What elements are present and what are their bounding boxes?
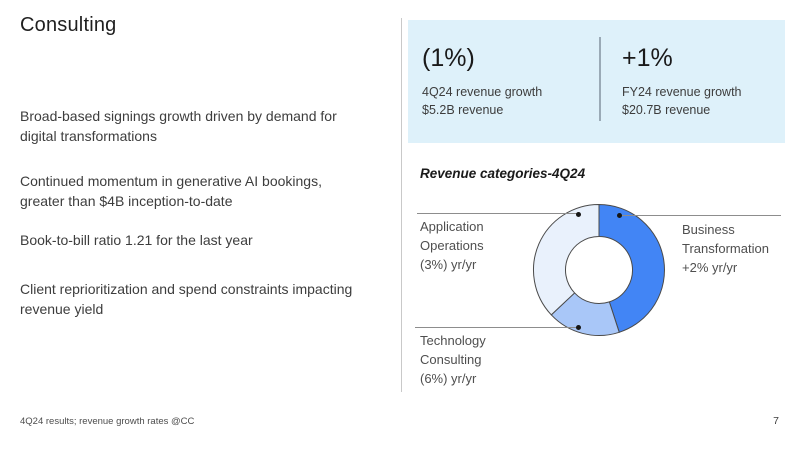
metric-4q24-caption-line1: 4Q24 revenue growth bbox=[422, 85, 543, 99]
bullet-genai-bookings: Continued momentum in generative AI book… bbox=[20, 173, 322, 209]
leader-dot-business-transformation bbox=[617, 213, 622, 218]
metric-fy24-value: +1% bbox=[622, 44, 673, 72]
page-title: Consulting bbox=[20, 14, 117, 36]
metrics-panel: (1%) 4Q24 revenue growth $5.2B revenue +… bbox=[408, 20, 785, 143]
metric-fy24-caption-line2: $20.7B revenue bbox=[622, 103, 711, 117]
metric-fy24: +1% FY24 revenue growth $20.7B revenue bbox=[622, 20, 742, 119]
leader-line-business-transformation bbox=[619, 215, 781, 216]
donut-segment-business-transformation bbox=[598, 204, 665, 333]
bullet-client-reprioritization: Client reprioritization and spend constr… bbox=[20, 281, 353, 317]
metric-fy24-caption-line1: FY24 revenue growth bbox=[622, 85, 742, 99]
chart-title: Revenue categories-4Q24 bbox=[420, 166, 586, 181]
metric-4q24: (1%) 4Q24 revenue growth $5.2B revenue bbox=[422, 20, 542, 119]
metric-fy24-caption: FY24 revenue growth $20.7B revenue bbox=[622, 83, 742, 119]
footnote: 4Q24 results; revenue growth rates @CC bbox=[20, 416, 195, 427]
chart-label-technology-consulting-growth: (6%) yr/yr bbox=[420, 371, 477, 386]
donut-segment-application-operations bbox=[533, 204, 600, 316]
chart-label-technology-consulting: Technology Consulting (6%) yr/yr bbox=[420, 331, 502, 388]
chart-label-business-transformation: Business Transformation +2% yr/yr bbox=[682, 220, 790, 277]
metric-4q24-caption: 4Q24 revenue growth $5.2B revenue bbox=[422, 83, 542, 119]
leader-dot-application-operations bbox=[576, 212, 581, 217]
chart-label-technology-consulting-name: Technology Consulting bbox=[420, 333, 486, 367]
chart-label-application-operations-growth: (3%) yr/yr bbox=[420, 257, 477, 272]
chart-label-application-operations: Application Operations (3%) yr/yr bbox=[420, 217, 502, 274]
content-divider-line bbox=[401, 18, 402, 392]
metric-divider-line bbox=[599, 37, 601, 121]
chart-label-business-transformation-growth: +2% yr/yr bbox=[682, 260, 738, 275]
donut-chart bbox=[533, 204, 665, 336]
chart-label-application-operations-name: Application Operations bbox=[420, 219, 484, 253]
page-number: 7 bbox=[773, 415, 779, 427]
chart-label-business-transformation-name: Business Transformation bbox=[682, 222, 769, 256]
metric-4q24-value: (1%) bbox=[422, 44, 475, 72]
bullet-signings-growth: Broad-based signings growth driven by de… bbox=[20, 108, 337, 144]
bullet-book-to-bill: Book-to-bill ratio 1.21 for the last yea… bbox=[20, 232, 253, 248]
leader-line-technology-consulting bbox=[415, 327, 580, 328]
leader-line-application-operations bbox=[417, 213, 579, 214]
metric-4q24-caption-line2: $5.2B revenue bbox=[422, 103, 504, 117]
leader-dot-technology-consulting bbox=[576, 325, 581, 330]
